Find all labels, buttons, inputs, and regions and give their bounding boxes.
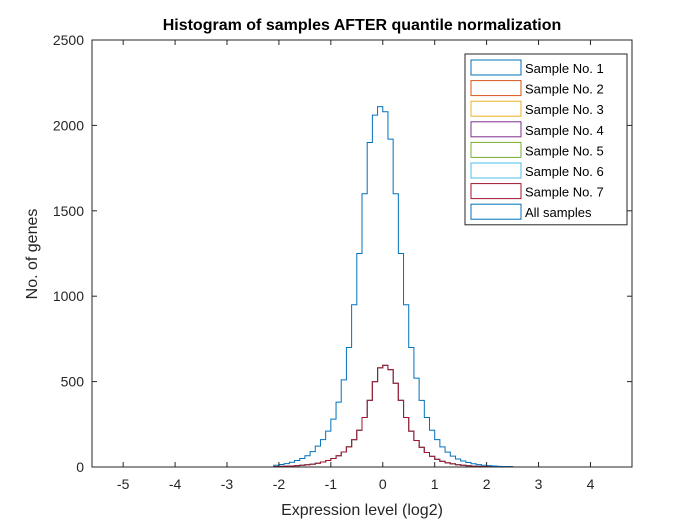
legend-entry: Sample No. 5	[525, 143, 604, 158]
axes-box	[91, 39, 633, 468]
y-axis-label: No. of genes	[24, 209, 41, 300]
legend-box	[464, 53, 628, 226]
legend: Sample No. 1 Sample No. 2 Sample No. 3 Samp…	[464, 53, 628, 226]
legend-swatch	[470, 59, 522, 76]
y-tick-label: 0	[76, 459, 84, 475]
legend-swatch	[470, 100, 522, 117]
legend-entry: Sample No. 1	[525, 61, 604, 76]
x-tick-label: 3	[535, 476, 543, 492]
legend-entry: Sample No. 7	[525, 185, 604, 200]
x-tick-label: 0	[379, 476, 387, 492]
x-tick-label: -2	[273, 476, 286, 492]
legend-entry: Sample No. 4	[525, 123, 604, 138]
legend-entry: Sample No. 6	[525, 164, 604, 179]
y-tick-label: 2000	[53, 117, 84, 133]
legend-entry: Sample No. 2	[525, 82, 604, 97]
x-tick-label: 1	[431, 476, 439, 492]
x-tick-label: -1	[325, 476, 338, 492]
x-tick-label: -5	[117, 476, 130, 492]
legend-swatch	[470, 121, 522, 138]
series-8	[273, 106, 514, 468]
legend-swatch	[470, 203, 522, 220]
legend-entry: Sample No. 3	[525, 102, 604, 117]
series-7	[273, 364, 514, 468]
legend-swatch	[470, 80, 522, 97]
y-tick-label: 1500	[53, 203, 84, 219]
y-tick-label: 500	[61, 374, 85, 390]
x-tick-label: -3	[221, 476, 234, 492]
legend-entry: All samples	[525, 205, 592, 220]
legend-swatch	[470, 183, 522, 200]
y-tick-label: 2500	[53, 32, 84, 48]
x-tick-label: 2	[483, 476, 491, 492]
y-tick-label: 1000	[53, 288, 84, 304]
legend-swatch	[470, 162, 522, 179]
x-axis-label: Expression level (log2)	[281, 502, 443, 519]
x-tick-label: -4	[169, 476, 182, 492]
chart-title: Histogram of samples AFTER quantile norm…	[163, 17, 562, 34]
legend-swatch	[470, 141, 522, 158]
x-tick-label: 4	[587, 476, 595, 492]
